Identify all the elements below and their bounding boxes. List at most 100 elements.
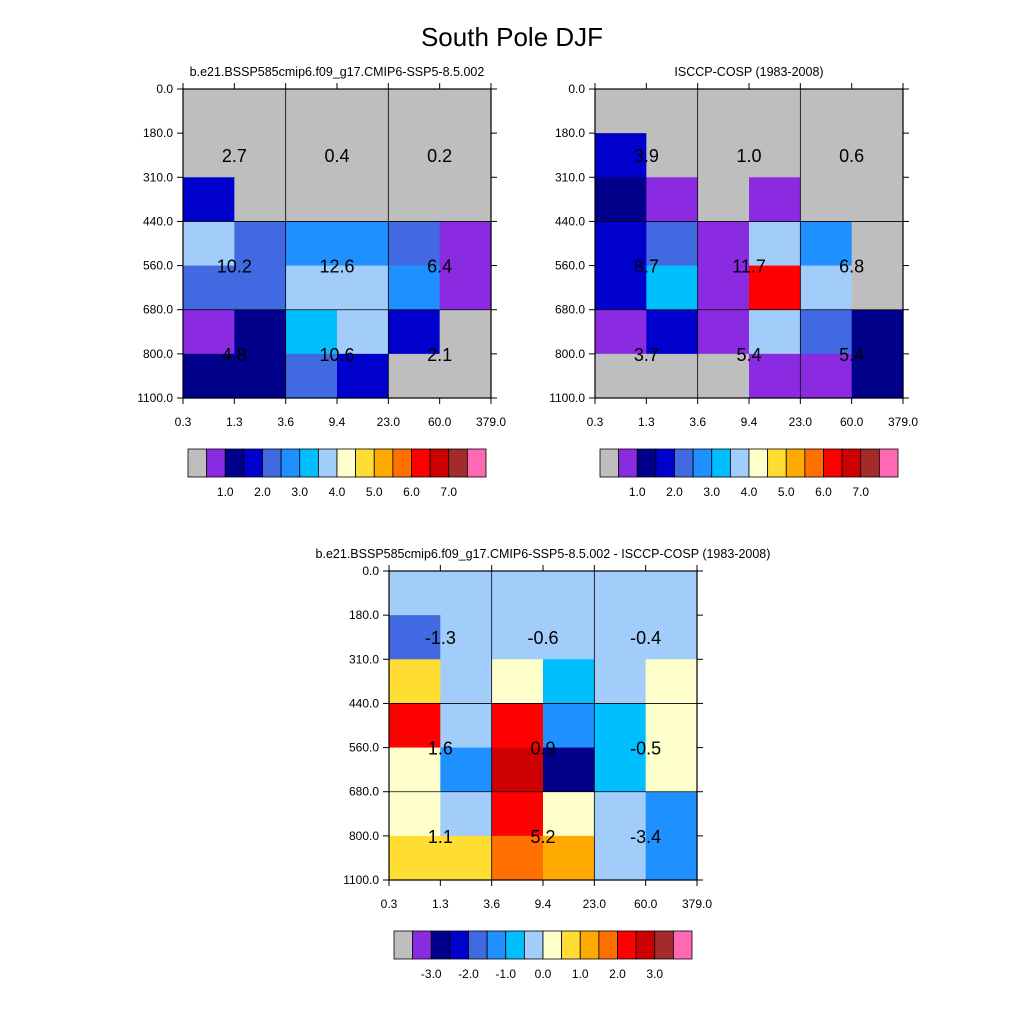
heatmap-cell: [183, 265, 235, 311]
heatmap-cell: [851, 353, 904, 399]
heatmap-cell: [337, 177, 389, 223]
box-value-label: -0.4: [630, 628, 661, 648]
x-tick-label: 0.3: [175, 415, 192, 429]
heatmap-cell: [851, 89, 904, 134]
heatmap-cell: [440, 747, 493, 793]
heatmap-cell: [543, 791, 595, 837]
panel-title: ISCCP-COSP (1983-2008): [674, 65, 823, 79]
colorbar-label: 7.0: [852, 485, 869, 499]
heatmap-cell: [800, 353, 853, 399]
colorbar-swatch: [711, 448, 731, 478]
y-tick-label: 1100.0: [137, 391, 173, 405]
colorbar-label: 1.0: [217, 485, 234, 499]
heatmap-cell: [697, 221, 750, 267]
colorbar-swatch: [412, 930, 432, 960]
heatmap-cell: [439, 133, 492, 178]
box-value-label: 5.4: [839, 345, 864, 365]
colorbar-swatch: [823, 448, 843, 478]
heatmap-cell: [388, 221, 441, 267]
x-tick-label: 9.4: [535, 897, 552, 911]
heatmap-cell: [337, 221, 389, 267]
heatmap-cell: [543, 615, 595, 660]
colorbar-swatch: [393, 930, 414, 960]
heatmap-cell: [389, 791, 441, 837]
x-tick-label: 60.0: [634, 897, 658, 911]
x-tick-label: 1.3: [226, 415, 243, 429]
box-value-label: -0.5: [630, 739, 661, 759]
heatmap-cell: [285, 265, 338, 311]
colorbar-label: 3.0: [291, 485, 308, 499]
heatmap-cell: [389, 835, 441, 881]
y-tick-label: 310.0: [143, 170, 173, 184]
colorbar-swatch: [748, 448, 769, 478]
heatmap-cell: [594, 703, 647, 749]
y-tick-label: 180.0: [143, 126, 173, 140]
heatmap-cell: [183, 89, 235, 134]
x-tick-label: 9.4: [329, 415, 346, 429]
heatmap-cell: [285, 177, 338, 223]
y-tick-label: 1100.0: [343, 873, 379, 887]
y-tick-label: 0.0: [156, 82, 173, 96]
heatmap-panel-1: b.e21.BSSP585cmip6.f09_g17.CMIP6-SSP5-8.…: [137, 65, 506, 499]
heatmap-cell: [389, 747, 441, 793]
heatmap-panel-2: ISCCP-COSP (1983-2008) 3.9 1.0 0.6 8.7 11.7 6.…: [549, 65, 918, 499]
box-value-label: 4.8: [222, 345, 247, 365]
box-value-label: 5.2: [530, 827, 555, 847]
box-value-label: 2.7: [222, 146, 247, 166]
box-value-label: 3.9: [634, 146, 659, 166]
box-value-label: 6.8: [839, 257, 864, 277]
heatmap-cell: [234, 221, 287, 267]
x-tick-label: 9.4: [741, 415, 758, 429]
colorbar-swatch: [448, 448, 468, 478]
x-tick-label: 3.6: [689, 415, 706, 429]
heatmap-cell: [439, 265, 492, 311]
heatmap-cell: [594, 571, 647, 616]
heatmap-cell: [183, 177, 235, 223]
heatmap-cell: [800, 221, 853, 267]
heatmap-cell: [749, 89, 801, 134]
colorbar-swatch: [280, 448, 301, 478]
heatmap-cell: [543, 659, 595, 705]
x-tick-label: 1.3: [432, 897, 449, 911]
heatmap-cell: [851, 309, 904, 355]
x-tick-label: 23.0: [377, 415, 401, 429]
heatmap-cell: [440, 659, 493, 705]
heatmap-cell: [234, 177, 287, 223]
y-tick-label: 680.0: [555, 303, 585, 317]
colorbar-swatch: [243, 448, 263, 478]
box-value-label: 1.6: [428, 739, 453, 759]
x-tick-label: 0.3: [587, 415, 604, 429]
heatmap-cell: [800, 89, 853, 134]
heatmap-cell: [749, 353, 801, 399]
heatmap-cell: [388, 133, 441, 178]
heatmap-cell: [285, 133, 338, 178]
heatmap-cell: [594, 747, 647, 793]
y-tick-label: 560.0: [349, 741, 379, 755]
colorbar-label: 4.0: [741, 485, 758, 499]
heatmap-cell: [285, 89, 338, 134]
heatmap-cell: [337, 133, 389, 178]
colorbar-swatch: [878, 448, 899, 478]
colorbar-swatch: [692, 448, 713, 478]
colorbar-label: 3.0: [646, 967, 663, 981]
heatmap-cell: [851, 177, 904, 223]
heatmap-cell: [646, 265, 699, 311]
x-tick-label: 3.6: [277, 415, 294, 429]
box-value-label: 0.2: [427, 146, 452, 166]
y-tick-label: 180.0: [555, 126, 585, 140]
colorbar-swatch: [561, 930, 581, 960]
x-tick-label: 1.3: [638, 415, 655, 429]
panel-title: b.e21.BSSP585cmip6.f09_g17.CMIP6-SSP5-8.…: [316, 547, 771, 561]
colorbar-swatch: [429, 448, 450, 478]
x-tick-label: 379.0: [682, 897, 712, 911]
y-tick-label: 310.0: [349, 652, 379, 666]
y-tick-label: 440.0: [555, 214, 585, 228]
heatmap-cell: [595, 309, 647, 355]
heatmap-cell: [851, 133, 904, 178]
colorbar-swatch: [598, 930, 618, 960]
heatmap-cell: [595, 221, 647, 267]
heatmap-cell: [595, 177, 647, 223]
heatmap-cell: [491, 615, 544, 660]
heatmap-cell: [800, 265, 853, 311]
colorbar-swatch: [655, 448, 675, 478]
